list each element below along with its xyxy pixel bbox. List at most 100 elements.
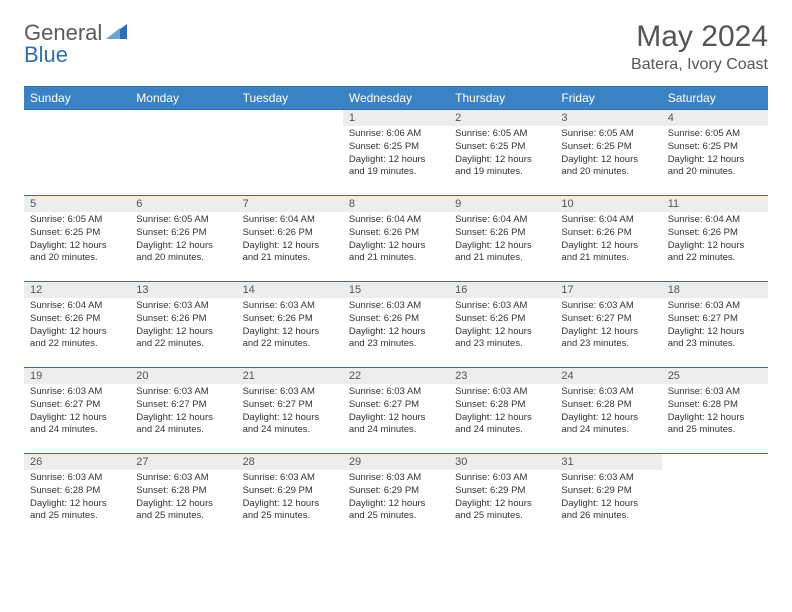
daylight-text-1: Daylight: 12 hours — [668, 326, 762, 339]
daylight-text-1: Daylight: 12 hours — [30, 412, 124, 425]
calendar-week-row: 5Sunrise: 6:05 AMSunset: 6:25 PMDaylight… — [24, 196, 768, 282]
daylight-text-2: and 26 minutes. — [561, 510, 655, 523]
calendar-day-cell: 16Sunrise: 6:03 AMSunset: 6:26 PMDayligh… — [449, 282, 555, 368]
day-number: 18 — [662, 282, 768, 298]
daylight-text-1: Daylight: 12 hours — [455, 240, 549, 253]
day-details: Sunrise: 6:04 AMSunset: 6:26 PMDaylight:… — [237, 212, 343, 269]
day-number: 4 — [662, 110, 768, 126]
sunset-text: Sunset: 6:26 PM — [243, 313, 337, 326]
sunset-text: Sunset: 6:28 PM — [668, 399, 762, 412]
day-details: Sunrise: 6:03 AMSunset: 6:28 PMDaylight:… — [662, 384, 768, 441]
daylight-text-2: and 21 minutes. — [455, 252, 549, 265]
day-number: 29 — [343, 454, 449, 470]
day-number: 30 — [449, 454, 555, 470]
daylight-text-1: Daylight: 12 hours — [243, 498, 337, 511]
daylight-text-1: Daylight: 12 hours — [136, 498, 230, 511]
sunrise-text: Sunrise: 6:06 AM — [349, 128, 443, 141]
daylight-text-2: and 25 minutes. — [668, 424, 762, 437]
daylight-text-1: Daylight: 12 hours — [455, 498, 549, 511]
calendar-week-row: 19Sunrise: 6:03 AMSunset: 6:27 PMDayligh… — [24, 368, 768, 454]
calendar-day-cell: 23Sunrise: 6:03 AMSunset: 6:28 PMDayligh… — [449, 368, 555, 454]
daylight-text-2: and 22 minutes. — [136, 338, 230, 351]
location: Batera, Ivory Coast — [631, 56, 768, 74]
daylight-text-2: and 23 minutes. — [349, 338, 443, 351]
calendar-day-cell: 10Sunrise: 6:04 AMSunset: 6:26 PMDayligh… — [555, 196, 661, 282]
daylight-text-1: Daylight: 12 hours — [136, 240, 230, 253]
daylight-text-1: Daylight: 12 hours — [349, 498, 443, 511]
day-number: 8 — [343, 196, 449, 212]
sunset-text: Sunset: 6:26 PM — [349, 227, 443, 240]
calendar-day-cell: 26Sunrise: 6:03 AMSunset: 6:28 PMDayligh… — [24, 454, 130, 540]
daylight-text-2: and 21 minutes. — [349, 252, 443, 265]
daylight-text-1: Daylight: 12 hours — [136, 412, 230, 425]
sunset-text: Sunset: 6:26 PM — [136, 227, 230, 240]
sunrise-text: Sunrise: 6:04 AM — [561, 214, 655, 227]
sunrise-text: Sunrise: 6:04 AM — [668, 214, 762, 227]
day-number: 3 — [555, 110, 661, 126]
sunrise-text: Sunrise: 6:03 AM — [668, 300, 762, 313]
sunrise-text: Sunrise: 6:03 AM — [243, 300, 337, 313]
calendar-day-cell: 2Sunrise: 6:05 AMSunset: 6:25 PMDaylight… — [449, 110, 555, 196]
daylight-text-1: Daylight: 12 hours — [561, 240, 655, 253]
day-details: Sunrise: 6:03 AMSunset: 6:26 PMDaylight:… — [449, 298, 555, 355]
header: General May 2024 Batera, Ivory Coast — [24, 20, 768, 74]
sunrise-text: Sunrise: 6:03 AM — [30, 386, 124, 399]
day-number: 17 — [555, 282, 661, 298]
daylight-text-2: and 19 minutes. — [349, 166, 443, 179]
brand-part2: Blue — [24, 42, 68, 67]
sunset-text: Sunset: 6:28 PM — [30, 485, 124, 498]
daylight-text-1: Daylight: 12 hours — [136, 326, 230, 339]
sunset-text: Sunset: 6:29 PM — [243, 485, 337, 498]
sunrise-text: Sunrise: 6:03 AM — [349, 386, 443, 399]
calendar-day-cell: 19Sunrise: 6:03 AMSunset: 6:27 PMDayligh… — [24, 368, 130, 454]
calendar-day-cell: 8Sunrise: 6:04 AMSunset: 6:26 PMDaylight… — [343, 196, 449, 282]
daylight-text-2: and 22 minutes. — [243, 338, 337, 351]
daylight-text-2: and 25 minutes. — [136, 510, 230, 523]
calendar-empty-cell — [130, 110, 236, 196]
daylight-text-1: Daylight: 12 hours — [243, 326, 337, 339]
sunset-text: Sunset: 6:26 PM — [349, 313, 443, 326]
day-details: Sunrise: 6:04 AMSunset: 6:26 PMDaylight:… — [662, 212, 768, 269]
calendar-table: SundayMondayTuesdayWednesdayThursdayFrid… — [24, 86, 768, 540]
day-details: Sunrise: 6:03 AMSunset: 6:27 PMDaylight:… — [237, 384, 343, 441]
sunset-text: Sunset: 6:29 PM — [455, 485, 549, 498]
day-number: 27 — [130, 454, 236, 470]
daylight-text-1: Daylight: 12 hours — [349, 240, 443, 253]
calendar-day-cell: 17Sunrise: 6:03 AMSunset: 6:27 PMDayligh… — [555, 282, 661, 368]
day-number: 12 — [24, 282, 130, 298]
day-details: Sunrise: 6:05 AMSunset: 6:25 PMDaylight:… — [555, 126, 661, 183]
calendar-day-cell: 3Sunrise: 6:05 AMSunset: 6:25 PMDaylight… — [555, 110, 661, 196]
day-number: 1 — [343, 110, 449, 126]
brand-triangle-icon — [106, 22, 128, 45]
day-details: Sunrise: 6:03 AMSunset: 6:28 PMDaylight:… — [130, 470, 236, 527]
calendar-day-cell: 24Sunrise: 6:03 AMSunset: 6:28 PMDayligh… — [555, 368, 661, 454]
daylight-text-1: Daylight: 12 hours — [561, 326, 655, 339]
day-number: 21 — [237, 368, 343, 384]
daylight-text-1: Daylight: 12 hours — [349, 412, 443, 425]
day-details: Sunrise: 6:05 AMSunset: 6:25 PMDaylight:… — [24, 212, 130, 269]
daylight-text-1: Daylight: 12 hours — [668, 412, 762, 425]
day-details: Sunrise: 6:06 AMSunset: 6:25 PMDaylight:… — [343, 126, 449, 183]
calendar-day-cell: 5Sunrise: 6:05 AMSunset: 6:25 PMDaylight… — [24, 196, 130, 282]
calendar-day-cell: 11Sunrise: 6:04 AMSunset: 6:26 PMDayligh… — [662, 196, 768, 282]
daylight-text-2: and 25 minutes. — [243, 510, 337, 523]
daylight-text-2: and 23 minutes. — [668, 338, 762, 351]
sunset-text: Sunset: 6:27 PM — [243, 399, 337, 412]
daylight-text-1: Daylight: 12 hours — [30, 326, 124, 339]
sunset-text: Sunset: 6:26 PM — [668, 227, 762, 240]
weekday-header: Monday — [130, 87, 236, 110]
sunset-text: Sunset: 6:29 PM — [561, 485, 655, 498]
day-number: 19 — [24, 368, 130, 384]
day-details: Sunrise: 6:03 AMSunset: 6:29 PMDaylight:… — [449, 470, 555, 527]
daylight-text-2: and 23 minutes. — [561, 338, 655, 351]
daylight-text-2: and 22 minutes. — [30, 338, 124, 351]
calendar-empty-cell — [662, 454, 768, 540]
sunrise-text: Sunrise: 6:03 AM — [136, 300, 230, 313]
daylight-text-2: and 24 minutes. — [349, 424, 443, 437]
daylight-text-1: Daylight: 12 hours — [243, 240, 337, 253]
sunrise-text: Sunrise: 6:05 AM — [561, 128, 655, 141]
calendar-day-cell: 20Sunrise: 6:03 AMSunset: 6:27 PMDayligh… — [130, 368, 236, 454]
day-details: Sunrise: 6:03 AMSunset: 6:26 PMDaylight:… — [343, 298, 449, 355]
daylight-text-1: Daylight: 12 hours — [561, 498, 655, 511]
day-details: Sunrise: 6:03 AMSunset: 6:26 PMDaylight:… — [237, 298, 343, 355]
